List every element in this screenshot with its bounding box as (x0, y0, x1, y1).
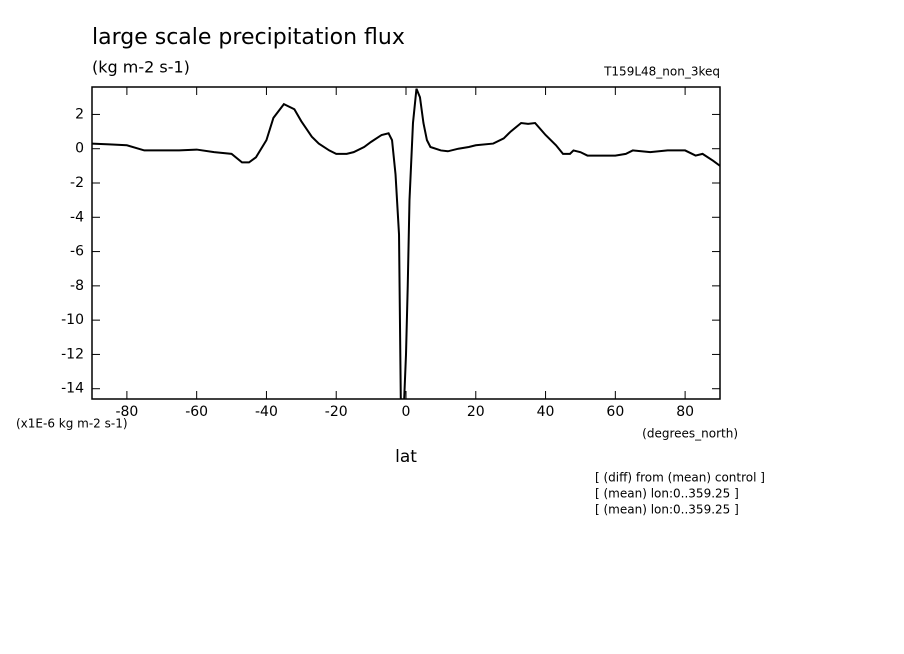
x-tick-label: 40 (537, 404, 555, 420)
data-line (92, 88, 720, 399)
y-tick-label: -14 (61, 381, 84, 397)
chart-title: large scale precipitation flux (92, 25, 405, 50)
dataset-label: T159L48_non_3keq (603, 65, 720, 79)
note: [ (mean) lon:0..359.25 ] (595, 503, 739, 517)
x-tick-label: 0 (402, 404, 411, 420)
y-tick-label: -6 (70, 244, 84, 260)
note: [ (diff) from (mean) control ] (595, 471, 765, 485)
note: [ (mean) lon:0..359.25 ] (595, 487, 739, 501)
x-tick-label: 20 (467, 404, 485, 420)
y-tick-label: -2 (70, 175, 84, 191)
x-tick-label: 60 (606, 404, 624, 420)
y-tick-label: -4 (70, 209, 84, 225)
x-tick-label: -60 (185, 404, 208, 420)
x-tick-label: -20 (325, 404, 348, 420)
chart-subtitle: (kg m-2 s-1) (92, 58, 190, 77)
y-units: (x1E-6 kg m-2 s-1) (16, 417, 128, 431)
x-tick-label: -40 (255, 404, 278, 420)
y-tick-label: -10 (61, 312, 84, 328)
y-tick-label: -12 (61, 346, 84, 362)
y-tick-label: 2 (75, 106, 84, 122)
x-axis-label: lat (395, 447, 417, 467)
x-units: (degrees_north) (642, 427, 738, 441)
x-tick-label: 80 (676, 404, 694, 420)
y-tick-label: -8 (70, 278, 84, 294)
y-tick-label: 0 (75, 141, 84, 157)
x-tick-label: -80 (115, 404, 138, 420)
